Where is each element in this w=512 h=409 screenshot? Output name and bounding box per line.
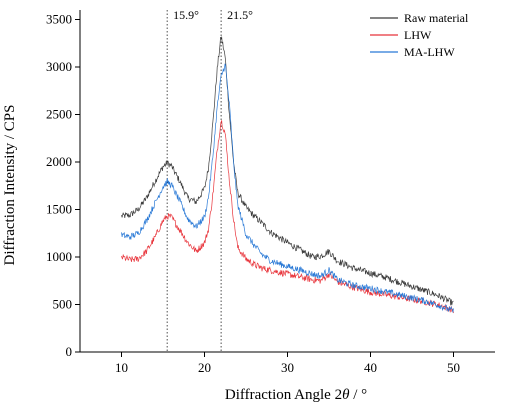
legend-label: LHW — [404, 28, 432, 42]
series-lines — [121, 36, 454, 314]
y-axis-title: Diffraction Intensity / CPS — [2, 105, 18, 266]
series-line-2 — [121, 63, 454, 313]
annotation-label: 15.9° — [173, 8, 199, 22]
y-tick-label: 500 — [53, 297, 73, 312]
x-axis-title-suffix: / ° — [349, 387, 367, 403]
y-tick-label: 0 — [66, 344, 73, 359]
legend-label: MA-LHW — [404, 45, 455, 59]
x-axis-title-prefix: Diffraction Angle 2 — [225, 387, 342, 403]
y-tick-label: 2500 — [46, 107, 72, 122]
legend: Raw material LHW MA-LHW — [370, 11, 469, 59]
x-axis-title-theta: θ — [342, 387, 350, 403]
y-tick-label: 1500 — [46, 202, 72, 217]
y-tick-label: 2000 — [46, 154, 72, 169]
x-axis-title: Diffraction Angle 2θ / ° — [225, 387, 367, 403]
x-tick-label: 40 — [364, 360, 377, 375]
x-tick-label: 30 — [281, 360, 294, 375]
annotation-lines: 15.9° 21.5° — [166, 8, 253, 352]
axes — [79, 10, 495, 353]
series-line-0 — [121, 36, 454, 306]
y-tick-label: 1000 — [46, 249, 72, 264]
x-tick-label: 10 — [115, 360, 128, 375]
legend-label: Raw material — [404, 11, 469, 25]
y-tick-label: 3000 — [46, 59, 72, 74]
y-tick-label: 3500 — [46, 12, 72, 27]
series-line-1 — [121, 120, 454, 314]
x-tick-label: 50 — [447, 360, 460, 375]
x-tick-label: 20 — [198, 360, 211, 375]
annotation-label: 21.5° — [227, 8, 253, 22]
